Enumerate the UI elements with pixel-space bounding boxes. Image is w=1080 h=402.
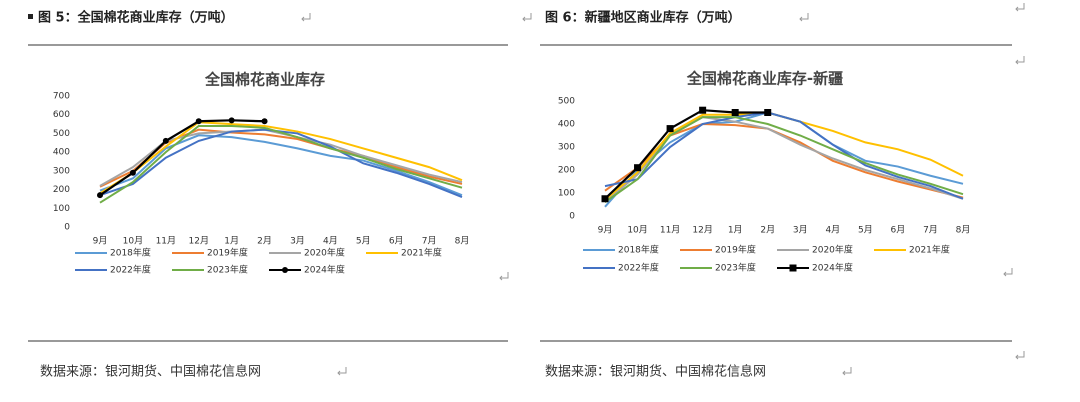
x-tick-label: 8月 bbox=[455, 236, 470, 247]
x-tick-label: 11月 bbox=[156, 236, 176, 247]
series-line bbox=[99, 121, 463, 195]
x-tick-label: 2月 bbox=[257, 236, 272, 247]
x-tick-label: 4月 bbox=[323, 236, 338, 247]
legend-label: 2018年度 bbox=[110, 247, 151, 259]
legend-label: 2023年度 bbox=[715, 262, 756, 274]
series-line bbox=[604, 122, 964, 199]
y-tick-label: 0 bbox=[569, 212, 575, 222]
caption: 图 5：全国棉花商业库存（万吨） bbox=[38, 10, 234, 26]
y-tick-label: 0 bbox=[64, 223, 70, 233]
legend-label: 2018年度 bbox=[618, 244, 659, 256]
series-line bbox=[604, 111, 964, 200]
x-tick-label: 12月 bbox=[692, 225, 712, 236]
marker bbox=[261, 118, 268, 125]
legend-label: 2022年度 bbox=[618, 262, 659, 274]
bullet bbox=[28, 14, 33, 19]
chart-title: 全国棉花商业库存-新疆 bbox=[686, 70, 843, 88]
y-tick-label: 600 bbox=[53, 110, 70, 120]
y-tick-label: 200 bbox=[53, 185, 70, 195]
x-tick-label: 3月 bbox=[793, 225, 808, 236]
legend-label: 2022年度 bbox=[110, 264, 151, 276]
x-tick-label: 5月 bbox=[356, 236, 371, 247]
marker bbox=[764, 109, 772, 116]
marker bbox=[666, 125, 674, 133]
legend-label: 2024年度 bbox=[812, 262, 853, 274]
marker bbox=[97, 192, 103, 199]
y-tick-label: 300 bbox=[53, 166, 70, 176]
x-tick-label: 9月 bbox=[598, 225, 613, 236]
marker bbox=[129, 169, 136, 176]
legend-label: 2020年度 bbox=[304, 247, 345, 259]
x-tick-label: 7月 bbox=[422, 236, 437, 247]
x-tick-label: 3月 bbox=[290, 236, 305, 247]
x-tick-label: 7月 bbox=[923, 225, 938, 236]
legend-label: 2020年度 bbox=[812, 244, 853, 256]
series-line bbox=[99, 124, 463, 204]
x-tick-label: 2月 bbox=[760, 225, 775, 236]
series-line bbox=[604, 111, 964, 201]
y-tick-label: 100 bbox=[558, 189, 575, 199]
legend-marker bbox=[282, 267, 288, 273]
legend-marker bbox=[789, 264, 797, 272]
marker bbox=[162, 137, 169, 144]
y-tick-label: 700 bbox=[53, 92, 70, 102]
series-line bbox=[604, 116, 964, 204]
x-tick-label: 4月 bbox=[825, 225, 840, 236]
x-tick-label: 1月 bbox=[728, 225, 743, 236]
paragraph-marks bbox=[301, 3, 1025, 376]
x-tick-label: 6月 bbox=[389, 236, 404, 247]
x-tick-label: 12月 bbox=[189, 236, 209, 247]
x-tick-label: 11月 bbox=[660, 225, 680, 236]
legend-label: 2021年度 bbox=[401, 247, 442, 259]
legend-label: 2019年度 bbox=[207, 247, 248, 259]
y-tick-label: 500 bbox=[558, 97, 575, 107]
source: 数据来源：银河期货、中国棉花信息网 bbox=[545, 364, 766, 380]
y-tick-label: 200 bbox=[558, 166, 575, 176]
y-tick-label: 300 bbox=[558, 143, 575, 153]
chart-title: 全国棉花商业库存 bbox=[204, 71, 325, 89]
x-tick-label: 1月 bbox=[224, 236, 239, 247]
x-tick-label: 5月 bbox=[858, 225, 873, 236]
legend-label: 2024年度 bbox=[304, 264, 345, 276]
x-tick-label: 10月 bbox=[627, 225, 647, 236]
x-tick-label: 6月 bbox=[891, 225, 906, 236]
y-tick-label: 500 bbox=[53, 129, 70, 139]
marker bbox=[228, 117, 235, 124]
series-line bbox=[99, 119, 265, 197]
x-tick-label: 10月 bbox=[123, 236, 143, 247]
series-line bbox=[604, 109, 768, 200]
marker bbox=[601, 195, 609, 203]
caption: 图 6：新疆地区商业库存（万吨） bbox=[545, 10, 741, 26]
marker bbox=[731, 109, 739, 116]
series-line bbox=[99, 134, 463, 197]
y-tick-label: 400 bbox=[53, 148, 70, 158]
legend-label: 2023年度 bbox=[207, 264, 248, 276]
x-tick-label: 8月 bbox=[956, 225, 971, 236]
x-tick-label: 9月 bbox=[93, 236, 108, 247]
marker bbox=[195, 118, 202, 125]
marker bbox=[634, 164, 642, 172]
marker bbox=[699, 106, 707, 114]
legend-label: 2019年度 bbox=[715, 244, 756, 256]
y-tick-label: 400 bbox=[558, 120, 575, 130]
y-tick-label: 100 bbox=[53, 204, 70, 214]
source: 数据来源：银河期货、中国棉花信息网 bbox=[40, 364, 261, 380]
legend-label: 2021年度 bbox=[909, 244, 950, 256]
